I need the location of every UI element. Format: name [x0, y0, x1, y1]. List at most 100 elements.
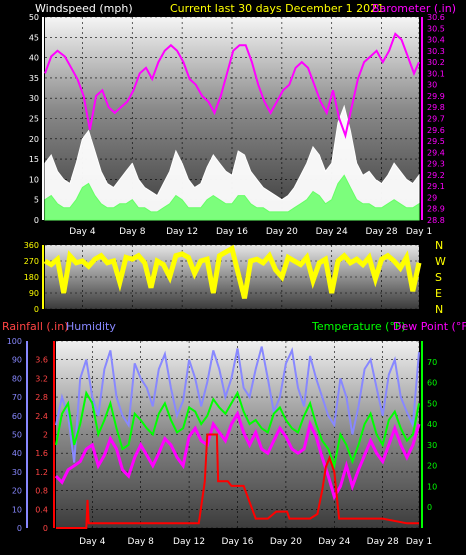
rain-tick-label: 3.2 [35, 374, 48, 383]
wind-gust-series [44, 104, 420, 221]
x-tick-label: Day 28 [366, 227, 398, 237]
windspeed-tick-label: 40 [29, 54, 39, 63]
windspeed-label: Windspeed (mph) [35, 2, 133, 15]
rain-tick-label: 0.8 [35, 487, 48, 496]
x-tick-label: Day 8 [119, 227, 146, 237]
temperature-series [55, 390, 420, 470]
x-tick-label: Day 1 [406, 227, 432, 237]
rainfall-series [56, 433, 419, 529]
dew-point-series [54, 410, 421, 501]
series-layer [43, 32, 422, 529]
wind-direction-series [43, 244, 422, 299]
compass-label: W [435, 255, 446, 268]
compass-label: N [435, 239, 443, 252]
chart-title: Current last 30 days December 1 2021 [170, 2, 384, 15]
x-tick-label: Day 16 [216, 227, 248, 237]
humidity-tick-label: 20 [12, 487, 22, 496]
humidity-tick-label: 0 [17, 524, 22, 533]
temperature-label: Temperature (°F) [311, 320, 406, 333]
humidity-tick-label: 100 [7, 337, 22, 346]
direction-tick-label: 360 [24, 241, 39, 250]
rain-tick-label: 1.2 [35, 468, 48, 477]
barometer-tick-label: 29.6 [427, 126, 445, 135]
x-tick-label: Day 28 [367, 537, 399, 547]
temperature-tick-label: 0 [427, 503, 432, 512]
rain-tick-label: 2 [43, 431, 48, 440]
barometer-series [44, 32, 420, 139]
windspeed-tick-label: 35 [29, 74, 39, 83]
barometer-tick-label: 29.3 [427, 160, 445, 169]
rain-tick-label: 0.4 [35, 505, 48, 514]
windspeed-tick-label: 0 [34, 216, 39, 225]
direction-tick-label: 90 [29, 289, 39, 298]
barometer-tick-label: 30 [427, 81, 437, 90]
temperature-tick-label: 40 [427, 420, 437, 429]
direction-tick-label: 270 [24, 257, 39, 266]
barometer-tick-label: 28.8 [427, 216, 445, 225]
barometer-tick-label: 29.9 [427, 92, 445, 101]
rain-tick-label: 2.8 [35, 393, 48, 402]
barometer-tick-label: 30.2 [427, 58, 445, 67]
x-tick-label: Day 4 [69, 227, 96, 237]
windspeed-tick-label: 45 [29, 33, 39, 42]
axes-layer: Day 4 Day 8 Day 12 Day 16 Day 20 Day 24 Day 28… [7, 13, 446, 547]
barometer-tick-label: 30.3 [427, 47, 445, 56]
compass-label: S [435, 271, 442, 284]
barometer-tick-label: 29.5 [427, 137, 445, 146]
temperature-tick-label: 70 [427, 358, 437, 367]
humidity-tick-label: 10 [12, 505, 22, 514]
x-tick-label: Day 8 [128, 537, 155, 547]
humidity-label: Humidity [66, 320, 116, 333]
x-tick-label: Day 12 [173, 537, 205, 547]
barometer-tick-label: 29 [427, 193, 437, 202]
barometer-tick-label: 29.2 [427, 171, 445, 180]
barometer-tick-label: 29.8 [427, 103, 445, 112]
rainfall-label: Rainfall (.in) [2, 320, 69, 333]
humidity-tick-label: 30 [12, 468, 22, 477]
direction-tick-label: 0 [34, 305, 39, 314]
windspeed-tick-label: 10 [29, 175, 39, 184]
barometer-tick-label: 28.9 [427, 205, 445, 214]
rain-tick-label: 0 [43, 524, 48, 533]
windspeed-tick-label: 30 [29, 94, 39, 103]
barometer-tick-label: 30.5 [427, 24, 445, 33]
temperature-tick-label: 20 [427, 462, 437, 471]
rain-tick-label: 1.6 [35, 449, 48, 458]
humidity-tick-label: 60 [12, 412, 22, 421]
x-tick-label: Day 20 [266, 227, 298, 237]
barometer-tick-label: 29.7 [427, 115, 445, 124]
x-tick-label: Day 16 [221, 537, 253, 547]
humidity-tick-label: 90 [12, 356, 22, 365]
temperature-tick-label: 50 [427, 399, 437, 408]
compass-label: N [435, 303, 443, 316]
humidity-tick-label: 50 [12, 431, 22, 440]
barometer-tick-label: 29.1 [427, 182, 445, 191]
temperature-tick-label: 60 [427, 379, 437, 388]
windspeed-tick-label: 20 [29, 135, 39, 144]
windspeed-tick-label: 5 [34, 196, 39, 205]
x-tick-label: Day 12 [166, 227, 198, 237]
windspeed-tick-label: 25 [29, 115, 39, 124]
x-tick-label: Day 1 [406, 537, 432, 547]
humidity-tick-label: 80 [12, 374, 22, 383]
windspeed-tick-label: 15 [29, 155, 39, 164]
barometer-tick-label: 30.6 [427, 13, 445, 22]
x-tick-label: Day 24 [316, 227, 348, 237]
barometer-label: Barometer (.in) [372, 2, 456, 15]
x-tick-label: Day 20 [270, 537, 302, 547]
temperature-tick-label: 30 [427, 441, 437, 450]
rain-tick-label: 2.4 [35, 412, 48, 421]
windspeed-tick-label: 50 [29, 13, 39, 22]
rain-tick-label: 3.6 [35, 356, 48, 365]
barometer-tick-label: 30.1 [427, 69, 445, 78]
x-tick-label: Day 4 [79, 537, 106, 547]
x-tick-label: Day 24 [318, 537, 350, 547]
wind-speed-series [44, 174, 420, 221]
humidity-series [55, 346, 420, 463]
barometer-tick-label: 29.4 [427, 148, 445, 157]
humidity-tick-label: 70 [12, 393, 22, 402]
compass-label: E [435, 287, 442, 300]
temperature-tick-label: 10 [427, 482, 437, 491]
